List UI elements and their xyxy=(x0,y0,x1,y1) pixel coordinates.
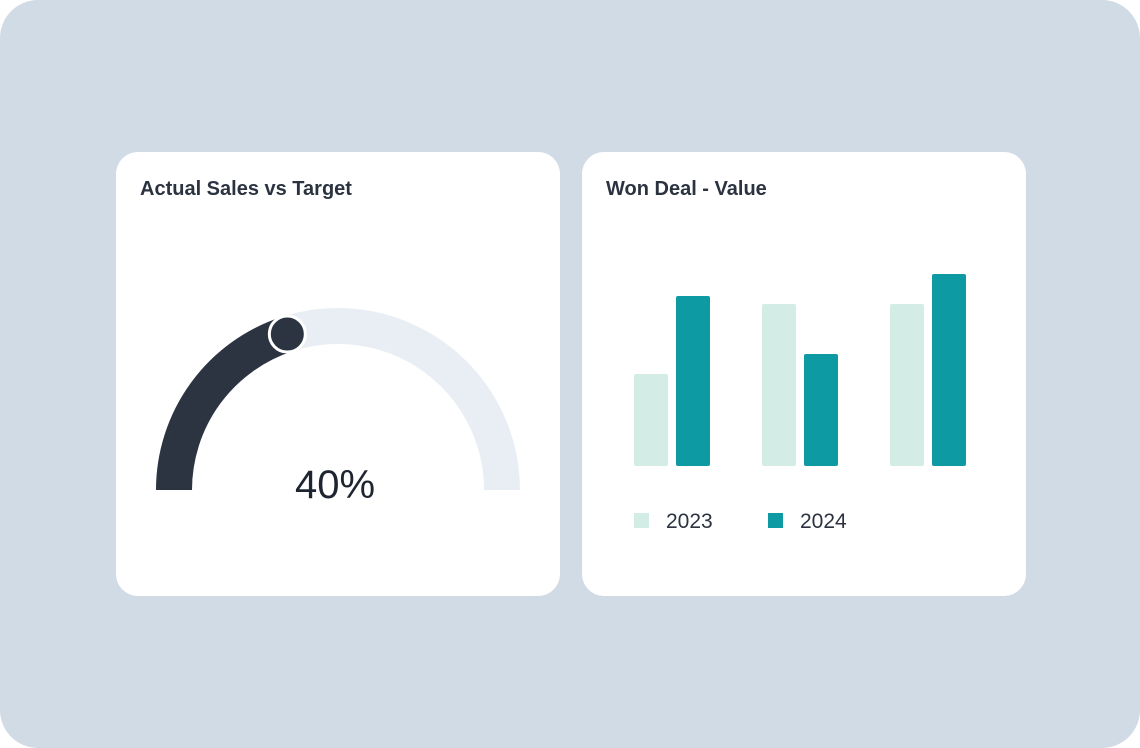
actual-sales-vs-target-card: Actual Sales vs Target 40% xyxy=(116,152,560,596)
bar-2024-group-3 xyxy=(932,274,966,466)
bars-group xyxy=(634,274,966,466)
chart-legend: 2023 2024 xyxy=(634,510,847,533)
bar-2023-group-1 xyxy=(634,374,668,466)
gauge-progress-fill xyxy=(156,316,294,491)
bar-2023-group-2 xyxy=(762,304,796,466)
gauge-value-label: 40% xyxy=(295,463,375,507)
legend-label-2024: 2024 xyxy=(800,510,847,533)
bar-2024-group-2 xyxy=(804,354,838,466)
bar-2024-group-1 xyxy=(676,296,710,466)
gauge-progress-knob xyxy=(267,314,307,354)
legend-swatch-2023 xyxy=(634,513,649,528)
won-deal-bar-chart: 2023 2024 xyxy=(634,274,966,533)
legend-label-2023: 2023 xyxy=(666,510,713,533)
bar-card-title: Won Deal - Value xyxy=(606,178,767,200)
sales-gauge-chart: 40% xyxy=(156,308,520,507)
gauge-card-title: Actual Sales vs Target xyxy=(140,178,352,200)
won-deal-value-card: Won Deal - Value 2023 2024 xyxy=(582,152,1026,596)
legend-swatch-2024 xyxy=(768,513,783,528)
bar-2023-group-3 xyxy=(890,304,924,466)
